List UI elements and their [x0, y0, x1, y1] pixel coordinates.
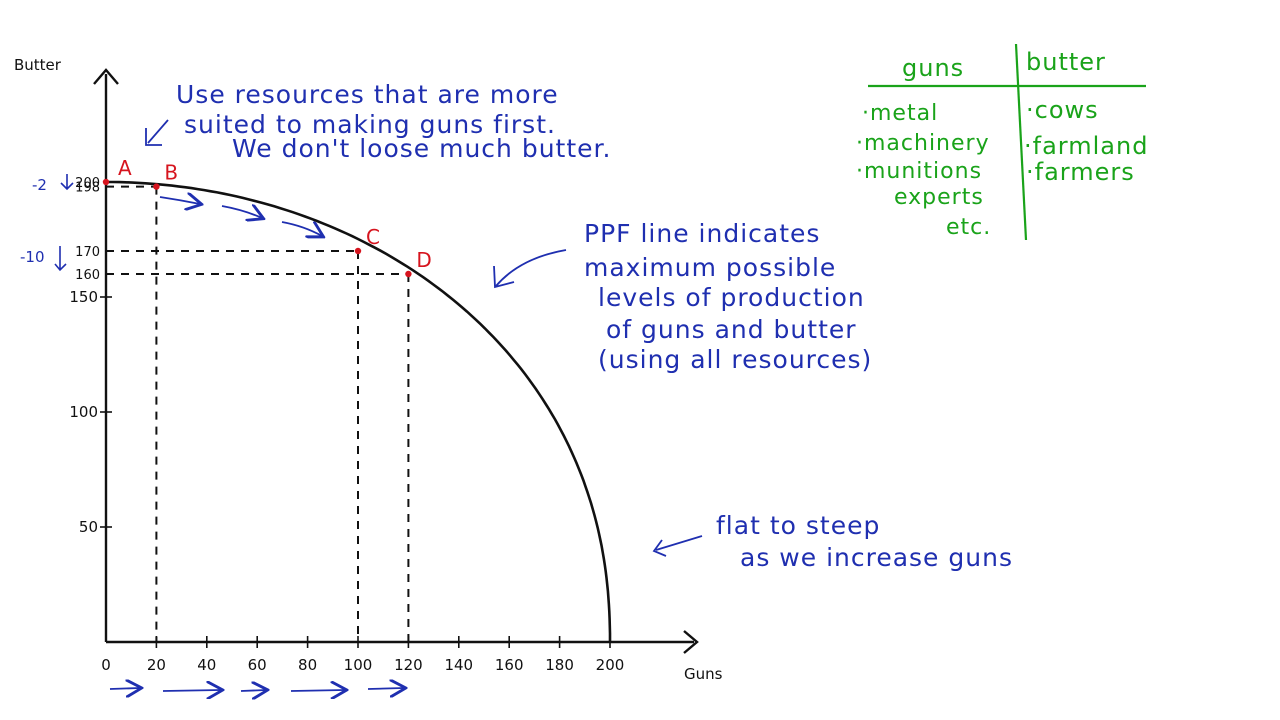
y-marked-label: 170 [75, 245, 100, 260]
x-tick-label: 80 [298, 656, 317, 674]
x-tick-label: 60 [248, 656, 267, 674]
note-ppf-line-5: (using all resources) [598, 345, 872, 374]
butter-item-3: ·farmers [1026, 158, 1135, 186]
butter-item-2: ·farmland [1024, 132, 1148, 160]
x-axis-arrowhead [683, 630, 699, 654]
x-tick-label: 120 [394, 656, 423, 674]
y-tick-label: 100 [69, 403, 98, 421]
x-tick-label: 200 [596, 656, 625, 674]
butter-item-1: ·cows [1026, 96, 1099, 124]
guns-item-1: ·metal [862, 101, 938, 126]
point-d-label: D [416, 248, 431, 272]
x-axis-label: Guns [684, 665, 723, 683]
ppf-curve [106, 180, 612, 642]
curve-arrows [159, 197, 322, 236]
note-top-line-2: suited to making guns first. [184, 110, 556, 139]
note-flat: flat to steep as we increase guns [716, 511, 1013, 572]
y-axis-label: Butter [14, 56, 62, 74]
point-b-dot [153, 183, 160, 190]
y-marked-label: 160 [75, 268, 100, 283]
point-d-dot [405, 270, 412, 278]
point-a-dot [102, 178, 110, 186]
note-top: Use resources that are more suited to ma… [176, 80, 611, 163]
point-a-label: A [118, 156, 132, 180]
guns-item-3: ·munitions [856, 159, 982, 184]
x-tick-label: 40 [197, 656, 216, 674]
resource-table: guns butter ·metal ·machinery ·munitions… [856, 43, 1148, 241]
y-tick-label: 50 [79, 518, 98, 536]
x-tick-label: 180 [545, 656, 574, 674]
change-label-10: -10 [20, 248, 45, 266]
point-markers: A B C D [102, 156, 432, 278]
table-header-guns: guns [902, 54, 964, 82]
note-ppf-arrow [493, 249, 567, 289]
change-arrow-2 [60, 174, 74, 191]
y-tick-label: 150 [69, 288, 98, 306]
dashed-guides [106, 185, 410, 642]
change-label-2: -2 [32, 176, 47, 194]
note-top-arrow [145, 119, 169, 146]
note-top-line-3: We don't loose much butter. [232, 134, 611, 163]
x-tick-label: 100 [344, 656, 373, 674]
x-tick-label: 140 [444, 656, 473, 674]
change-arrow-10 [54, 246, 67, 272]
point-c-dot [354, 247, 362, 255]
note-ppf-line-3: levels of production [598, 283, 865, 312]
x-tick-label: 0 [101, 656, 111, 674]
x-increment-arrows [109, 688, 404, 691]
guns-item-4: experts [894, 185, 984, 210]
y-marked-label: 200 [75, 176, 100, 191]
guns-item-2: ·machinery [856, 131, 990, 156]
note-flat-arrow [652, 535, 703, 557]
x-tick-label: 160 [495, 656, 524, 674]
note-flat-line-2: as we increase guns [740, 543, 1013, 572]
y-marked-label: 198 [75, 181, 100, 196]
table-column-divider [1014, 43, 1028, 241]
guns-item-5: etc. [946, 215, 991, 240]
point-c-label: C [366, 225, 380, 249]
note-flat-line-1: flat to steep [716, 511, 880, 540]
x-tick-labels: 0 20 40 60 80 100 120 140 160 180 200 [101, 636, 624, 674]
note-ppf-line-4: of guns and butter [606, 315, 857, 344]
note-ppf-line-1: PPF line indicates [584, 219, 820, 248]
point-b-label: B [164, 161, 178, 185]
note-ppf-line-2: maximum possible [584, 253, 836, 282]
y-axis-arrowhead [93, 68, 119, 85]
x-tick-label: 20 [147, 656, 166, 674]
note-top-line-1: Use resources that are more [176, 80, 559, 109]
note-ppf: PPF line indicates maximum possible leve… [584, 219, 872, 374]
table-header-butter: butter [1026, 48, 1106, 76]
